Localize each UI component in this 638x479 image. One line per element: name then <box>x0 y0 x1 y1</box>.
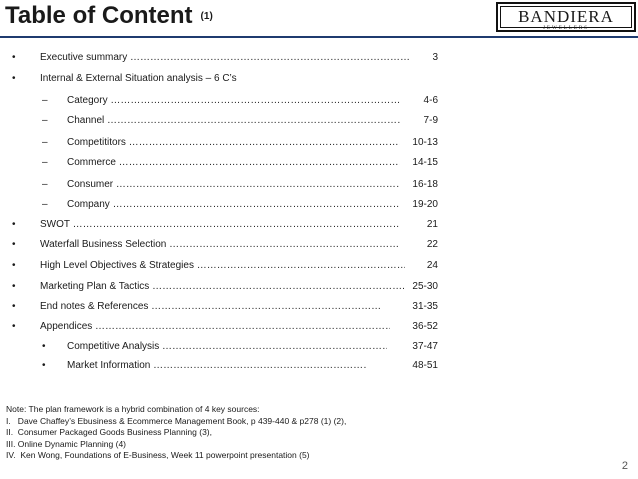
toc-entry-page: 37-47 <box>412 341 438 352</box>
toc-entry-label: SWOT ……………………………………………………………………………………………… <box>40 219 400 230</box>
note-item: III. Online Dynamic Planning (4) <box>6 438 126 449</box>
toc-entry-page: 16-18 <box>412 179 438 190</box>
toc-entry-label: Internal & External Situation analysis –… <box>40 73 237 84</box>
toc-entry-label: High Level Objectives & Strategies ……………… <box>40 260 405 271</box>
toc-bullet: – <box>42 115 48 126</box>
toc-entry-label: Waterfall Business Selection ……………………………… <box>40 239 400 250</box>
logo-frame: BANDIERA JEWELLERS <box>500 6 632 31</box>
toc-bullet: – <box>42 179 48 190</box>
toc-bullet: • <box>12 52 16 63</box>
toc-entry-page: 31-35 <box>412 301 438 312</box>
title-text: Table of Content <box>5 2 193 29</box>
note-item: IV. Ken Wong, Foundations of E-Business,… <box>6 450 310 460</box>
title-divider <box>0 36 638 38</box>
toc-entry-label: Company ……………………………………………………………………………………… <box>67 199 400 210</box>
title-suffix: (1) <box>200 10 213 22</box>
toc-entry-page: 21 <box>426 219 438 230</box>
sources-note: Note: The plan framework is a hybrid com… <box>6 404 346 462</box>
toc-entry-page: 4-6 <box>423 95 438 106</box>
toc-entry-page: 24 <box>426 260 438 271</box>
toc-bullet: • <box>12 321 16 332</box>
toc-bullet: • <box>12 73 16 84</box>
toc-entry-page: 3 <box>432 52 438 63</box>
toc-entry-page: 22 <box>426 239 438 250</box>
toc-entry-page: 25-30 <box>412 281 438 292</box>
toc-entry-label: End notes & References ……………………………………………… <box>40 301 380 312</box>
toc-entry-label: Executive summary …………………………………………………………… <box>40 52 410 63</box>
toc-entry-page <box>398 71 438 87</box>
toc-entry-label: Market Information ………………………………………………………… <box>67 360 367 371</box>
toc-bullet: • <box>12 239 16 250</box>
toc-bullet: • <box>12 219 16 230</box>
toc-bullet: – <box>42 199 48 210</box>
toc-entry-page: 10-13 <box>412 137 438 148</box>
toc-bullet: – <box>42 95 48 106</box>
toc-bullet: – <box>42 137 48 148</box>
toc-entry-label: Commerce …………………………………………………………………………………… <box>67 157 400 168</box>
logo-main-text: BANDIERA <box>518 7 614 26</box>
toc-bullet: • <box>42 360 46 371</box>
note-item: I. Dave Chaffey’s Ebusiness & Ecommerce … <box>6 415 347 426</box>
toc-entry-label: Channel ……………………………………………………………………………………… <box>67 115 400 126</box>
toc-entry-label: Category …………………………………………………………………………………… <box>67 95 400 106</box>
toc-entry-page: 36-52 <box>412 321 438 332</box>
toc-entry-label: Consumer …………………………………………………………………………………… <box>67 179 400 190</box>
logo-sub-text: JEWELLERS <box>542 26 590 31</box>
toc-bullet: • <box>12 301 16 312</box>
toc-bullet: • <box>12 281 16 292</box>
toc-entry-page: 14-15 <box>412 157 438 168</box>
page-title: Table of Content (1) <box>5 0 213 33</box>
toc-bullet: • <box>12 260 16 271</box>
note-item: II. Consumer Packaged Goods Business Pla… <box>6 427 212 437</box>
toc-entry-label: Competititors ……………………………………………………………………… <box>67 137 400 148</box>
toc-entry-label: Appendices ……………………………………………………………………………… <box>40 321 390 332</box>
page-number: 2 <box>621 460 628 472</box>
toc-entry-page: 7-9 <box>423 115 438 126</box>
toc-bullet: • <box>42 341 46 352</box>
bandiera-logo: BANDIERA JEWELLERS <box>496 2 636 32</box>
toc-entry-page: 19-20 <box>412 199 438 210</box>
toc-entry-label: Competitive Analysis …………………………………………………… <box>67 341 387 352</box>
note-intro: Note: The plan framework is a hybrid com… <box>6 404 260 414</box>
toc-entry-label: Marketing Plan & Tactics ………………………………………… <box>40 281 405 292</box>
toc-bullet: – <box>42 157 48 168</box>
toc-entry-page: 48-51 <box>412 360 438 371</box>
